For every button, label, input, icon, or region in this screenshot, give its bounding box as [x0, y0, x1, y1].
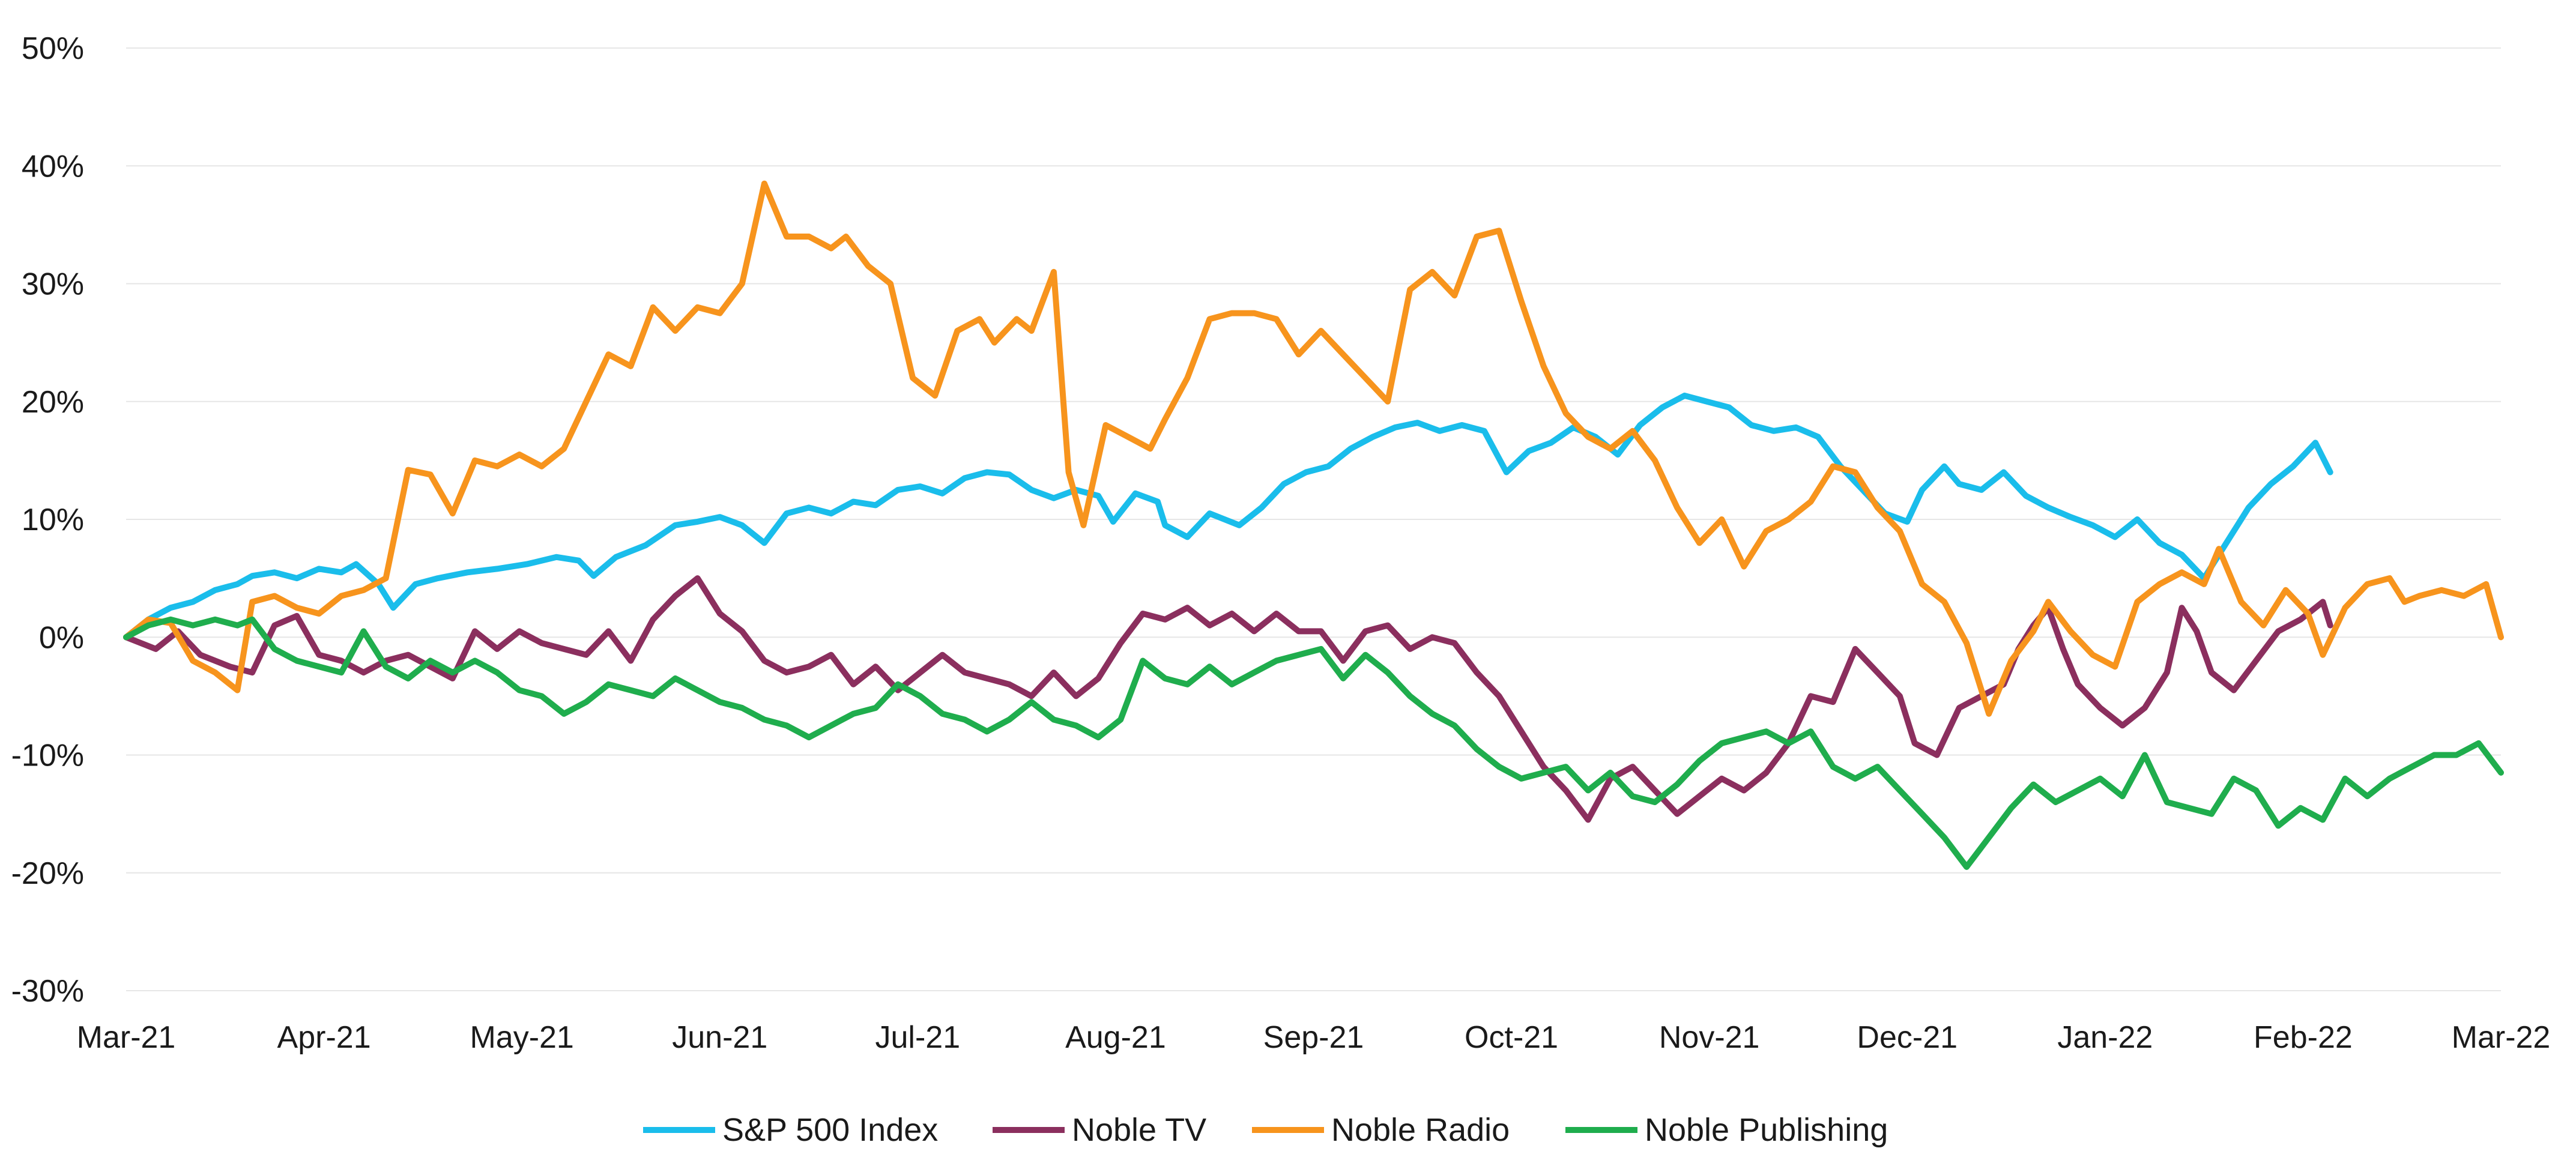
x-tick-label: Oct-21: [1465, 1020, 1558, 1055]
x-tick-label: Dec-21: [1857, 1020, 1958, 1055]
y-tick-label: -30%: [11, 974, 84, 1009]
x-tick-label: Jan-22: [2057, 1020, 2153, 1055]
y-tick-label: 40%: [22, 149, 84, 184]
legend-item: Noble TV: [993, 1112, 1206, 1148]
x-tick-label: Jul-21: [875, 1020, 961, 1055]
legend: S&P 500 Index Noble TV Noble Radio Noble Pu…: [643, 1112, 1888, 1148]
legend-item: S&P 500 Index: [643, 1112, 938, 1148]
x-axis-tick-labels: Mar-21 Apr-21 May-21 Jun-21 Jul-21 Aug-21 Sep-…: [77, 1020, 2551, 1055]
series-line-s-p-500-index: [123, 392, 2333, 641]
x-tick-label: Nov-21: [1659, 1020, 1760, 1055]
y-tick-label: 30%: [22, 267, 84, 302]
y-tick-label: 10%: [22, 503, 84, 537]
y-tick-label: -20%: [11, 856, 84, 891]
x-tick-label: Mar-21: [77, 1020, 176, 1055]
legend-label: Noble Radio: [1331, 1112, 1510, 1148]
y-axis-tick-labels: 50% 40% 30% 20% 10% 0% -10% -20% -30%: [11, 31, 84, 1009]
y-tick-label: 50%: [22, 31, 84, 66]
x-tick-label: Sep-21: [1263, 1020, 1364, 1055]
gridlines: [126, 47, 2501, 991]
x-tick-label: Aug-21: [1065, 1020, 1166, 1055]
legend-item: Noble Publishing: [1565, 1112, 1888, 1148]
x-tick-label: Mar-22: [2452, 1020, 2551, 1055]
x-tick-label: May-21: [470, 1020, 573, 1055]
x-tick-label: Feb-22: [2254, 1020, 2353, 1055]
series-line-noble-publishing: [123, 616, 2504, 870]
x-tick-label: Jun-21: [672, 1020, 767, 1055]
legend-label: S&P 500 Index: [722, 1112, 938, 1148]
series-lines: [123, 180, 2504, 870]
legend-item: Noble Radio: [1252, 1112, 1510, 1148]
legend-label: Noble TV: [1072, 1112, 1206, 1148]
series-line-noble-tv: [123, 575, 2333, 823]
y-tick-label: 20%: [22, 385, 84, 420]
legend-label: Noble Publishing: [1645, 1112, 1888, 1148]
x-tick-label: Apr-21: [277, 1020, 371, 1055]
series-line-noble-radio: [123, 180, 2504, 717]
y-tick-label: -10%: [11, 739, 84, 773]
y-tick-label: 0%: [39, 620, 84, 655]
